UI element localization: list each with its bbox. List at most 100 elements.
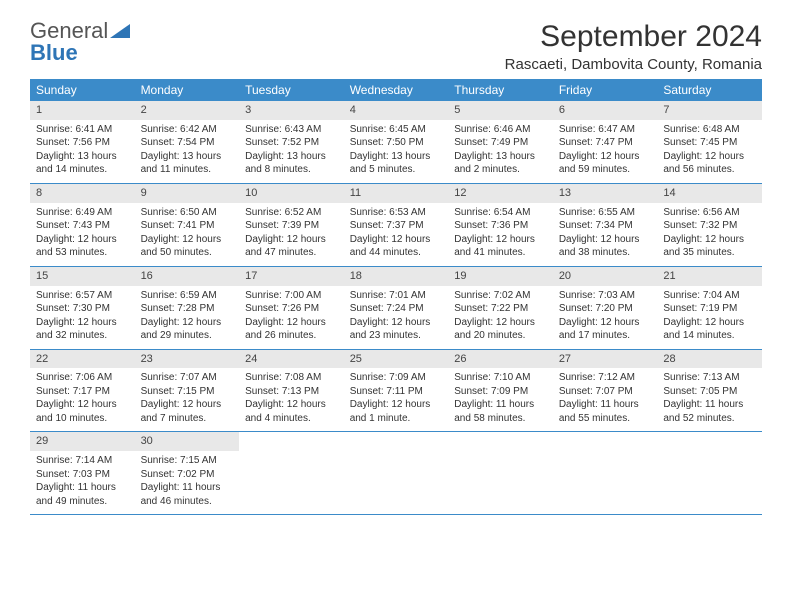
sunset-text: Sunset: 7:54 PM [141, 136, 234, 150]
day-content: Sunrise: 7:07 AMSunset: 7:15 PMDaylight:… [135, 368, 240, 431]
sunset-text: Sunset: 7:20 PM [559, 302, 652, 316]
day-content: Sunrise: 7:12 AMSunset: 7:07 PMDaylight:… [553, 368, 658, 431]
day-content: Sunrise: 6:50 AMSunset: 7:41 PMDaylight:… [135, 203, 240, 266]
sunset-text: Sunset: 7:19 PM [663, 302, 756, 316]
day-number: 30 [135, 432, 240, 451]
calendar-day-cell: 30Sunrise: 7:15 AMSunset: 7:02 PMDayligh… [135, 432, 240, 515]
day-number: 15 [30, 267, 135, 286]
sunset-text: Sunset: 7:39 PM [245, 219, 338, 233]
calendar-day-cell: 19Sunrise: 7:02 AMSunset: 7:22 PMDayligh… [448, 266, 553, 349]
day-content: Sunrise: 7:01 AMSunset: 7:24 PMDaylight:… [344, 286, 449, 349]
calendar-week-row: 15Sunrise: 6:57 AMSunset: 7:30 PMDayligh… [30, 266, 762, 349]
daylight-text: and 14 minutes. [36, 163, 129, 177]
sunset-text: Sunset: 7:50 PM [350, 136, 443, 150]
day-content: Sunrise: 7:09 AMSunset: 7:11 PMDaylight:… [344, 368, 449, 431]
sunrise-text: Sunrise: 7:09 AM [350, 371, 443, 385]
day-number: 3 [239, 101, 344, 120]
sunrise-text: Sunrise: 7:03 AM [559, 289, 652, 303]
day-content: Sunrise: 6:49 AMSunset: 7:43 PMDaylight:… [30, 203, 135, 266]
weekday-header: Saturday [657, 79, 762, 101]
sunrise-text: Sunrise: 6:42 AM [141, 123, 234, 137]
sunrise-text: Sunrise: 6:45 AM [350, 123, 443, 137]
daylight-text: and 8 minutes. [245, 163, 338, 177]
calendar-day-cell [553, 432, 658, 515]
calendar-day-cell: 10Sunrise: 6:52 AMSunset: 7:39 PMDayligh… [239, 183, 344, 266]
daylight-text: and 14 minutes. [663, 329, 756, 343]
day-content: Sunrise: 6:53 AMSunset: 7:37 PMDaylight:… [344, 203, 449, 266]
calendar-day-cell: 9Sunrise: 6:50 AMSunset: 7:41 PMDaylight… [135, 183, 240, 266]
day-content: Sunrise: 6:56 AMSunset: 7:32 PMDaylight:… [657, 203, 762, 266]
sunset-text: Sunset: 7:02 PM [141, 468, 234, 482]
daylight-text: Daylight: 11 hours [559, 398, 652, 412]
calendar-day-cell: 22Sunrise: 7:06 AMSunset: 7:17 PMDayligh… [30, 349, 135, 432]
daylight-text: and 26 minutes. [245, 329, 338, 343]
daylight-text: and 50 minutes. [141, 246, 234, 260]
day-content: Sunrise: 7:10 AMSunset: 7:09 PMDaylight:… [448, 368, 553, 431]
calendar-day-cell: 28Sunrise: 7:13 AMSunset: 7:05 PMDayligh… [657, 349, 762, 432]
daylight-text: Daylight: 12 hours [663, 316, 756, 330]
daylight-text: and 2 minutes. [454, 163, 547, 177]
day-content: Sunrise: 6:41 AMSunset: 7:56 PMDaylight:… [30, 120, 135, 183]
weekday-header: Thursday [448, 79, 553, 101]
calendar-day-cell: 12Sunrise: 6:54 AMSunset: 7:36 PMDayligh… [448, 183, 553, 266]
sunrise-text: Sunrise: 7:13 AM [663, 371, 756, 385]
daylight-text: Daylight: 12 hours [36, 316, 129, 330]
daylight-text: and 35 minutes. [663, 246, 756, 260]
day-content: Sunrise: 6:48 AMSunset: 7:45 PMDaylight:… [657, 120, 762, 183]
calendar-week-row: 1Sunrise: 6:41 AMSunset: 7:56 PMDaylight… [30, 101, 762, 183]
daylight-text: and 7 minutes. [141, 412, 234, 426]
daylight-text: and 11 minutes. [141, 163, 234, 177]
day-number: 11 [344, 184, 449, 203]
day-number: 25 [344, 350, 449, 369]
logo: General Blue [30, 20, 130, 64]
calendar-day-cell [657, 432, 762, 515]
calendar-day-cell: 27Sunrise: 7:12 AMSunset: 7:07 PMDayligh… [553, 349, 658, 432]
weekday-header-row: SundayMondayTuesdayWednesdayThursdayFrid… [30, 79, 762, 101]
daylight-text: Daylight: 12 hours [245, 398, 338, 412]
sunset-text: Sunset: 7:22 PM [454, 302, 547, 316]
daylight-text: and 1 minute. [350, 412, 443, 426]
weekday-header: Sunday [30, 79, 135, 101]
calendar-day-cell: 15Sunrise: 6:57 AMSunset: 7:30 PMDayligh… [30, 266, 135, 349]
calendar-day-cell: 14Sunrise: 6:56 AMSunset: 7:32 PMDayligh… [657, 183, 762, 266]
sunrise-text: Sunrise: 6:50 AM [141, 206, 234, 220]
day-number: 20 [553, 267, 658, 286]
sunrise-text: Sunrise: 6:59 AM [141, 289, 234, 303]
sunset-text: Sunset: 7:30 PM [36, 302, 129, 316]
calendar-day-cell: 7Sunrise: 6:48 AMSunset: 7:45 PMDaylight… [657, 101, 762, 183]
daylight-text: Daylight: 11 hours [36, 481, 129, 495]
daylight-text: and 55 minutes. [559, 412, 652, 426]
day-number: 28 [657, 350, 762, 369]
sunset-text: Sunset: 7:15 PM [141, 385, 234, 399]
day-number: 16 [135, 267, 240, 286]
weekday-header: Wednesday [344, 79, 449, 101]
sunset-text: Sunset: 7:32 PM [663, 219, 756, 233]
calendar-day-cell: 21Sunrise: 7:04 AMSunset: 7:19 PMDayligh… [657, 266, 762, 349]
daylight-text: Daylight: 11 hours [454, 398, 547, 412]
sunset-text: Sunset: 7:03 PM [36, 468, 129, 482]
daylight-text: and 10 minutes. [36, 412, 129, 426]
sunrise-text: Sunrise: 6:54 AM [454, 206, 547, 220]
daylight-text: and 4 minutes. [245, 412, 338, 426]
calendar-day-cell: 3Sunrise: 6:43 AMSunset: 7:52 PMDaylight… [239, 101, 344, 183]
day-number: 10 [239, 184, 344, 203]
daylight-text: Daylight: 13 hours [36, 150, 129, 164]
daylight-text: and 38 minutes. [559, 246, 652, 260]
day-number: 18 [344, 267, 449, 286]
calendar-day-cell: 29Sunrise: 7:14 AMSunset: 7:03 PMDayligh… [30, 432, 135, 515]
sunset-text: Sunset: 7:17 PM [36, 385, 129, 399]
daylight-text: Daylight: 12 hours [350, 398, 443, 412]
header: General Blue September 2024 Rascaeti, Da… [30, 20, 762, 73]
daylight-text: and 58 minutes. [454, 412, 547, 426]
day-content: Sunrise: 7:00 AMSunset: 7:26 PMDaylight:… [239, 286, 344, 349]
calendar-day-cell: 24Sunrise: 7:08 AMSunset: 7:13 PMDayligh… [239, 349, 344, 432]
calendar-table: SundayMondayTuesdayWednesdayThursdayFrid… [30, 79, 762, 515]
calendar-day-cell: 11Sunrise: 6:53 AMSunset: 7:37 PMDayligh… [344, 183, 449, 266]
sunrise-text: Sunrise: 6:46 AM [454, 123, 547, 137]
sunrise-text: Sunrise: 6:53 AM [350, 206, 443, 220]
daylight-text: Daylight: 11 hours [663, 398, 756, 412]
sunrise-text: Sunrise: 6:49 AM [36, 206, 129, 220]
daylight-text: and 49 minutes. [36, 495, 129, 509]
day-number: 5 [448, 101, 553, 120]
calendar-day-cell: 20Sunrise: 7:03 AMSunset: 7:20 PMDayligh… [553, 266, 658, 349]
